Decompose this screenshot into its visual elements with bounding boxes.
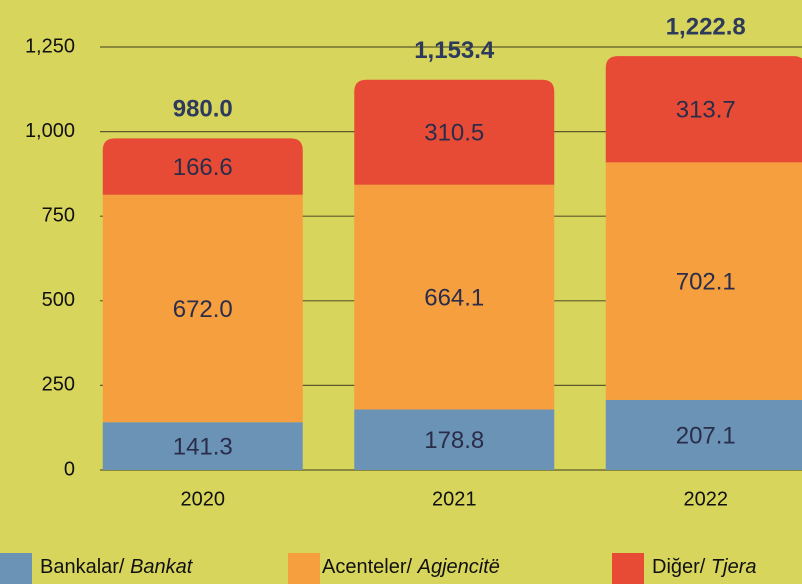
value-label: 178.8 (424, 427, 484, 454)
bar-segment (605, 162, 802, 400)
total-label: 1,222.8 (666, 14, 746, 41)
value-label: 313.7 (676, 97, 736, 124)
bar-segment (605, 56, 802, 163)
y-tick-label: 250 (42, 374, 75, 396)
value-label: 672.0 (173, 296, 233, 323)
value-label: 141.3 (173, 433, 233, 460)
total-label: 980.0 (173, 96, 233, 123)
y-tick-label: 1,250 (25, 35, 75, 57)
y-tick-label: 1,000 (25, 120, 75, 142)
legend-swatch (612, 553, 644, 584)
x-tick-label: 2022 (684, 488, 729, 510)
value-label: 166.6 (173, 154, 233, 181)
x-tick-label: 2020 (181, 488, 226, 510)
total-label: 1,153.4 (414, 37, 495, 64)
x-tick-label: 2021 (432, 488, 477, 510)
legend-label: Acenteler/ Agjencitë (322, 556, 500, 578)
bar-segment (354, 79, 555, 185)
legend-label: Bankalar/ Bankat (40, 556, 194, 578)
value-label: 664.1 (424, 284, 484, 311)
bar-segment (102, 194, 303, 423)
y-tick-label: 0 (64, 458, 75, 480)
bar-segment (102, 422, 303, 470)
bar-segment (102, 138, 303, 195)
legend-swatch (288, 553, 320, 584)
bar-segment (605, 399, 802, 470)
value-label: 207.1 (676, 422, 736, 449)
legend-label: Diğer/ Tjera (652, 556, 756, 578)
y-tick-label: 750 (42, 204, 75, 226)
y-tick-label: 500 (42, 289, 75, 311)
bar-segment (354, 409, 555, 470)
bar-segment (354, 184, 555, 410)
value-label: 310.5 (424, 120, 484, 147)
value-label: 702.1 (676, 268, 736, 295)
legend-swatch (0, 553, 32, 584)
